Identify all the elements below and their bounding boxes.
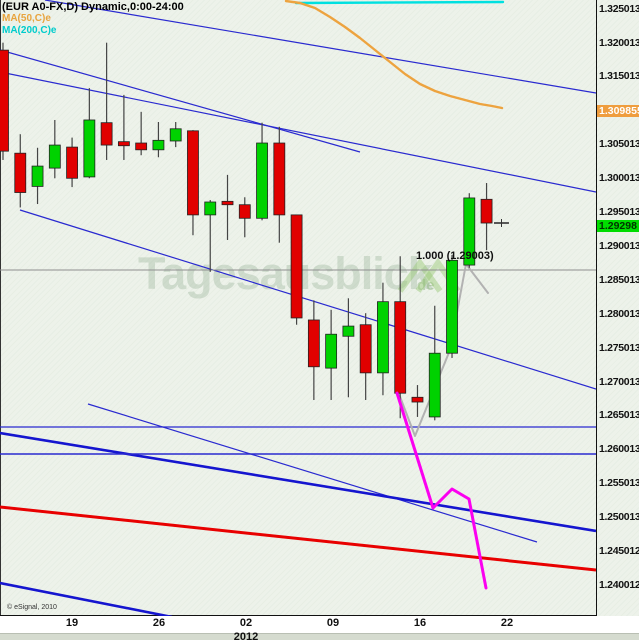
price-axis-line <box>596 0 597 617</box>
price-axis-label: 1.250013 <box>599 511 639 524</box>
candle-body-up <box>204 201 217 216</box>
candle-body-up <box>463 197 476 266</box>
price-axis-label: 1.240012 <box>599 579 639 591</box>
date-axis-label: 19 <box>65 617 79 629</box>
zigzag-study-line <box>398 263 489 437</box>
ma50-legend: MA(50,C)e <box>2 13 51 24</box>
trendline-mid-descending <box>19 209 596 390</box>
price-axis-label: 1.280013 <box>599 307 639 320</box>
year-axis-label: 2012 <box>233 631 259 640</box>
plot-area[interactable] <box>0 0 596 616</box>
date-axis-label: 16 <box>413 617 427 629</box>
candle-body-up <box>377 301 389 374</box>
price-axis[interactable]: 1.325013 1.320013 1.315013 1.305013 1.300013… <box>597 0 639 616</box>
trendline-upper-steep <box>0 49 361 153</box>
candle-body-up <box>48 144 61 169</box>
candle-body-down <box>187 130 199 216</box>
price-axis-label: 1.305013 <box>599 138 639 151</box>
last-price-tag: 1.29298 <box>597 219 639 232</box>
date-axis-label: 26 <box>152 617 166 629</box>
time-axis-line <box>0 615 597 616</box>
candle-body-down <box>290 214 303 319</box>
trendline-bottom-left-thick <box>0 581 173 616</box>
trendline-red-long-trend <box>0 505 596 572</box>
candlestick-chart <box>0 0 596 616</box>
candle-body-down <box>135 142 148 151</box>
candle-body-up <box>31 165 44 187</box>
watermark-suffix: de <box>417 277 435 294</box>
trendline-lower-thick <box>0 431 596 533</box>
watermark-text: Tagesausblick <box>138 248 433 299</box>
date-axis-label: 22 <box>500 617 514 629</box>
magenta-projection-line <box>395 391 488 590</box>
ma50-line <box>284 0 504 110</box>
price-axis-label: 1.295013 <box>599 206 639 219</box>
symbol-title: (EUR A0-FX,D) Dynamic,0:00-24:00 <box>2 1 184 13</box>
candle-body-up <box>169 128 182 142</box>
candle-body-down <box>394 301 407 394</box>
candle-body-down <box>221 200 234 206</box>
candle-body-up <box>446 259 458 354</box>
candle-body-up <box>428 352 441 418</box>
trendline-lower-thin <box>87 403 538 543</box>
price-axis-label: 1.275013 <box>599 341 639 354</box>
candle-body-down <box>117 141 130 147</box>
candle-body-down <box>14 152 27 193</box>
copyright-note: © eSignal, 2010 <box>7 604 57 611</box>
price-axis-label: 1.260013 <box>599 443 639 456</box>
ma50-price-tag: 1.309855 <box>597 105 639 118</box>
price-axis-label: 1.315013 <box>599 70 639 83</box>
price-axis-label: 1.320013 <box>599 36 639 49</box>
ma200-legend: MA(200,C)e <box>2 25 57 36</box>
trendline-top-long <box>44 0 596 94</box>
trendline-upper-channel <box>0 71 596 193</box>
candle-body-up <box>325 333 338 369</box>
watermark-logo-stroke <box>397 257 443 293</box>
price-axis-label: 1.300013 <box>599 172 639 185</box>
candle-body-down <box>0 49 9 152</box>
candle-body-down <box>411 396 424 403</box>
date-axis-label: 09 <box>326 617 340 629</box>
plot-left-border <box>0 0 1 616</box>
fib-extension-label: 1.000 (1.29003) <box>416 250 494 262</box>
candle-body-down <box>238 204 251 219</box>
candle-body-down <box>273 142 286 216</box>
price-axis-label: 1.255013 <box>599 477 639 490</box>
candle-body-down <box>480 198 493 224</box>
candle-body-up <box>152 139 165 151</box>
price-axis-label: 1.325013 <box>599 2 639 15</box>
candle-body-up <box>256 142 268 219</box>
candle-body-down <box>100 122 113 146</box>
price-axis-label: 1.265013 <box>599 409 639 422</box>
price-axis-label: 1.245012 <box>599 545 639 558</box>
candle-body-down <box>307 319 320 368</box>
candle-body-down <box>66 146 78 179</box>
candle-body-up <box>342 325 355 337</box>
price-axis-label: 1.270013 <box>599 375 639 388</box>
candle-body-up <box>83 119 96 178</box>
bottom-strip: 2012 <box>0 631 639 640</box>
date-axis-label: 02 <box>239 617 253 629</box>
candle-body-down <box>359 324 372 374</box>
price-axis-label: 1.285013 <box>599 273 639 286</box>
ma200-line <box>294 0 505 5</box>
price-axis-label: 1.290013 <box>599 239 639 252</box>
time-axis[interactable]: 19 26 02 09 16 22 <box>0 616 639 633</box>
